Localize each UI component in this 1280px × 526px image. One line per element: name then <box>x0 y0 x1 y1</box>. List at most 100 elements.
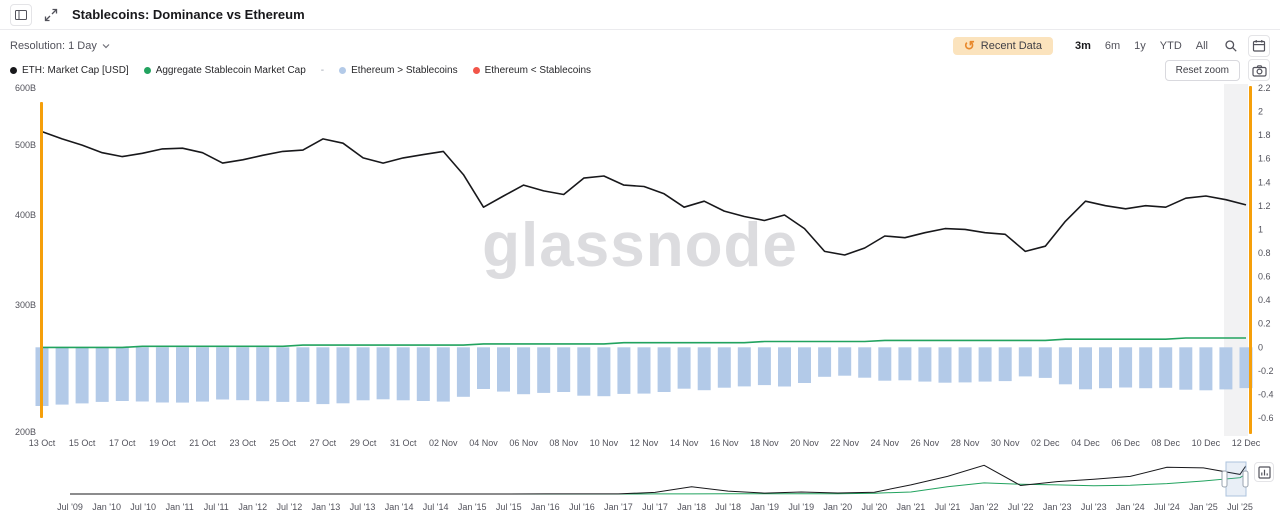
nav-axis-label: Jan '17 <box>604 502 633 512</box>
timeline-navigator[interactable]: Jul '09 Jan '10 Jul '10 Jan '11 Jul '11 Jan '… <box>0 460 1280 518</box>
range-6m-button[interactable]: 6m <box>1099 37 1126 55</box>
dominance-bar[interactable] <box>557 347 571 392</box>
dominance-bar[interactable] <box>1038 347 1052 378</box>
dominance-bar[interactable] <box>95 347 109 402</box>
dominance-bar[interactable] <box>577 347 591 396</box>
stablecoin-marketcap-line[interactable] <box>42 337 1246 349</box>
dominance-bar[interactable] <box>1159 347 1173 388</box>
dominance-bar[interactable] <box>778 347 791 387</box>
dominance-bar[interactable] <box>256 347 270 402</box>
legend-item[interactable]: ETH: Market Cap [USD] <box>10 65 129 76</box>
dominance-bar[interactable] <box>1199 347 1213 391</box>
dominance-bar[interactable] <box>55 347 69 405</box>
dominance-bar[interactable] <box>998 347 1012 382</box>
dominance-bar[interactable] <box>938 347 952 383</box>
dominance-bar[interactable] <box>637 347 651 394</box>
reset-zoom-button[interactable]: Reset zoom <box>1164 59 1240 81</box>
dominance-bar[interactable] <box>677 347 691 389</box>
legend-item[interactable]: Ethereum > Stablecoins <box>339 65 458 76</box>
dominance-bar[interactable] <box>396 347 410 401</box>
dominance-bar[interactable] <box>537 347 551 393</box>
dominance-bar[interactable] <box>978 347 992 382</box>
dominance-bar[interactable] <box>737 347 751 387</box>
dominance-bar[interactable] <box>697 347 711 391</box>
dominance-bar[interactable] <box>617 347 631 394</box>
left-axis-tick: 300B <box>15 300 36 310</box>
dominance-bar[interactable] <box>958 347 972 383</box>
box-zoom-button[interactable] <box>1220 35 1242 57</box>
range-ytd-button[interactable]: YTD <box>1154 37 1188 55</box>
right-axis-tick: 0.2 <box>1258 319 1271 329</box>
dominance-bar[interactable] <box>276 347 290 402</box>
left-highlight-strip[interactable] <box>40 102 43 418</box>
eth-marketcap-line[interactable] <box>41 130 1247 256</box>
nav-axis-label: Jul '12 <box>277 502 303 512</box>
dominance-bar[interactable] <box>135 347 149 402</box>
range-all-button[interactable]: All <box>1190 37 1214 55</box>
x-axis-tick: 18 Nov <box>750 438 779 448</box>
screenshot-button[interactable] <box>1248 59 1270 81</box>
dominance-bar[interactable] <box>115 347 129 401</box>
range-1y-button[interactable]: 1y <box>1128 37 1152 55</box>
dominance-bar[interactable] <box>236 347 250 401</box>
dominance-bar[interactable] <box>818 347 832 377</box>
dominance-bar[interactable] <box>717 347 731 388</box>
dominance-bar[interactable] <box>858 347 872 378</box>
nav-eth-line <box>70 464 1247 495</box>
dominance-bar[interactable] <box>517 347 531 395</box>
navigator-svg[interactable]: Jul '09 Jan '10 Jul '10 Jan '11 Jul '11 Jan '… <box>0 460 1280 516</box>
expand-button[interactable] <box>40 3 62 26</box>
dominance-bar[interactable] <box>416 347 430 401</box>
right-highlight-strip[interactable] <box>1249 86 1252 434</box>
nav-axis-label: Jul '11 <box>204 502 229 512</box>
legend-item[interactable]: - <box>321 65 324 76</box>
dominance-bar[interactable] <box>838 347 852 376</box>
dominance-bar[interactable] <box>497 347 510 392</box>
range-3m-button[interactable]: 3m <box>1069 37 1097 55</box>
x-axis-tick: 16 Nov <box>710 438 739 448</box>
main-chart-svg[interactable]: 600B 500B 400B 300B 200B 2.2 2 1.8 1.6 1.4 1.2 1 0.8… <box>0 82 1280 460</box>
navigator-settings-button[interactable] <box>1254 462 1274 482</box>
legend-item[interactable]: Aggregate Stablecoin Market Cap <box>143 65 306 76</box>
dominance-bar[interactable] <box>436 347 450 402</box>
dominance-bar[interactable] <box>1079 347 1092 390</box>
dominance-bar[interactable] <box>757 347 771 386</box>
dominance-bar[interactable] <box>316 347 330 405</box>
calendar-button[interactable] <box>1248 35 1270 57</box>
dominance-bar[interactable] <box>477 347 490 389</box>
dominance-bar[interactable] <box>336 347 350 404</box>
dominance-bar[interactable] <box>1179 347 1193 390</box>
dominance-bar[interactable] <box>1139 347 1153 389</box>
dominance-bar[interactable] <box>1219 347 1233 390</box>
dominance-bar[interactable] <box>376 347 390 400</box>
dominance-bar[interactable] <box>356 347 370 401</box>
legend-item[interactable]: Ethereum < Stablecoins <box>472 65 591 76</box>
nav-right-handle[interactable] <box>1242 470 1249 488</box>
dominance-bar[interactable] <box>456 347 470 397</box>
dominance-bar[interactable] <box>1099 347 1112 389</box>
dominance-bar[interactable] <box>657 347 671 392</box>
recent-data-button[interactable]: ↺ Recent Data <box>952 37 1053 55</box>
dominance-bar[interactable] <box>918 347 932 382</box>
dominance-bar[interactable] <box>798 347 811 383</box>
dominance-bar[interactable] <box>597 347 611 397</box>
nav-left-handle[interactable] <box>1221 470 1228 488</box>
dominance-bar[interactable] <box>1119 347 1133 388</box>
right-axis-tick: 1.4 <box>1258 177 1271 187</box>
dominance-bar[interactable] <box>898 347 912 381</box>
dominance-bar[interactable] <box>878 347 892 381</box>
dominance-bar[interactable] <box>216 347 230 400</box>
right-axis-tick: 0.6 <box>1258 272 1271 282</box>
dominance-bar[interactable] <box>196 347 209 402</box>
dominance-bar[interactable] <box>1058 347 1072 385</box>
dominance-bar[interactable] <box>296 347 310 402</box>
main-chart[interactable]: glassnode 600B 500B 400B 300B 200B 2.2 2 1.8 1.6… <box>0 82 1280 460</box>
dominance-bar[interactable] <box>1018 347 1032 377</box>
resolution-dropdown[interactable]: Resolution: 1 Day <box>10 40 110 52</box>
x-axis-tick: 04 Nov <box>469 438 498 448</box>
dominance-bar[interactable] <box>155 347 169 403</box>
x-axis-tick: 04 Dec <box>1071 438 1100 448</box>
dominance-bar[interactable] <box>176 347 189 403</box>
sidebar-toggle-button[interactable] <box>10 3 32 26</box>
dominance-bar[interactable] <box>75 347 89 404</box>
